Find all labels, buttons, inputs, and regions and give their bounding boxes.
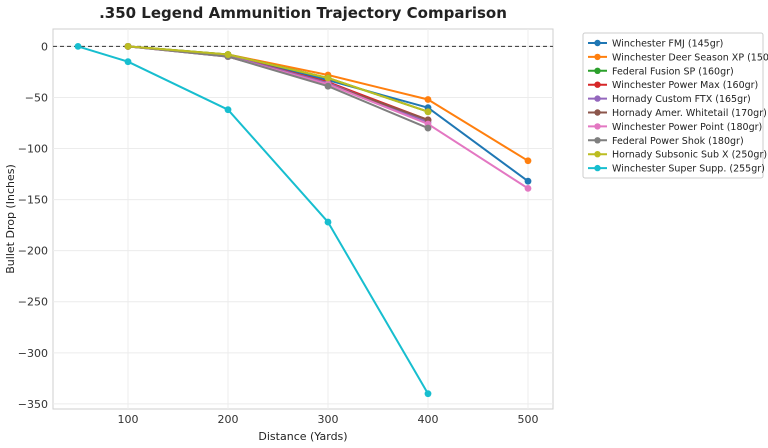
legend-label: Winchester FMJ (145gr)	[612, 39, 723, 50]
legend-item: Federal Fusion SP (160gr)	[588, 66, 734, 77]
x-tick-label: 500	[518, 413, 539, 426]
legend-marker	[594, 123, 601, 130]
data-point	[224, 106, 232, 114]
series-line	[127, 45, 429, 130]
data-point	[224, 51, 232, 58]
y-axis-label: Bullet Drop (Inches)	[4, 164, 17, 273]
legend-item: Federal Power Shok (180gr)	[588, 136, 744, 147]
legend-label: Winchester Power Max (160gr)	[612, 80, 758, 91]
x-tick-label: 400	[418, 413, 439, 426]
axes: 100 200 300 400 500 0 −50 −100 −150 −200 −250 −300 −…	[18, 40, 539, 426]
legend-item: Winchester Power Point (180gr)	[588, 122, 762, 133]
legend-item: Winchester Deer Season XP (150gr)	[588, 52, 768, 63]
legend-label: Hornady Subsonic Sub X (250gr)	[612, 150, 767, 161]
legend-marker	[594, 53, 601, 61]
legend-label: Hornady Amer. Whitetail (170gr)	[612, 108, 767, 119]
legend-marker	[594, 109, 601, 116]
series-9	[124, 42, 432, 116]
legend: Winchester FMJ (145gr) Winchester Deer Se…	[582, 32, 768, 179]
legend-item: Winchester FMJ (145gr)	[588, 39, 723, 50]
legend-label: Federal Fusion SP (160gr)	[612, 66, 734, 77]
x-tick-label: 200	[218, 413, 239, 426]
data-point	[424, 96, 432, 103]
legend-marker	[594, 81, 601, 88]
data-point	[124, 42, 132, 50]
data-point	[424, 124, 432, 132]
x-axis-label: Distance (Yards)	[258, 430, 347, 443]
x-tick-label: 300	[318, 413, 339, 426]
grid	[53, 29, 553, 409]
data-point	[524, 177, 532, 185]
legend-marker	[594, 137, 601, 144]
legend-label: Hornady Custom FTX (165gr)	[612, 94, 751, 105]
legend-item: Winchester Super Supp. (255gr)	[588, 164, 765, 175]
legend-item: Winchester Power Max (160gr)	[588, 80, 758, 91]
series-line	[127, 45, 429, 113]
legend-label: Winchester Deer Season XP (150gr)	[612, 52, 768, 63]
legend-marker	[594, 164, 601, 172]
legend-label: Winchester Super Supp. (255gr)	[612, 164, 765, 175]
chart-title: .350 Legend Ammunition Trajectory Compar…	[99, 4, 507, 22]
legend-label: Federal Power Shok (180gr)	[612, 136, 744, 147]
y-tick-label: −250	[18, 296, 48, 309]
legend-item: Hornady Custom FTX (165gr)	[588, 94, 751, 105]
legend-marker	[594, 151, 601, 158]
y-tick-label: −350	[18, 398, 48, 411]
series-group	[74, 42, 532, 398]
data-point	[74, 42, 82, 50]
legend-marker	[594, 39, 601, 47]
y-tick-label: −150	[18, 194, 48, 207]
legend-box	[582, 32, 764, 179]
legend-marker	[594, 95, 601, 102]
y-tick-label: −200	[18, 245, 48, 258]
data-point	[324, 218, 332, 226]
data-point	[424, 390, 432, 398]
data-point	[524, 184, 532, 192]
plot-area	[52, 28, 554, 410]
y-tick-label: −50	[25, 91, 48, 104]
data-point	[324, 82, 332, 90]
data-point	[424, 108, 432, 116]
series-10	[74, 42, 432, 398]
legend-item: Hornady Amer. Whitetail (170gr)	[588, 108, 767, 119]
y-tick-label: 0	[41, 40, 48, 53]
data-point	[324, 74, 332, 82]
data-point	[124, 58, 132, 66]
legend-marker	[594, 67, 601, 75]
data-point	[524, 157, 532, 165]
x-tick-label: 100	[118, 413, 139, 426]
legend-item: Hornady Subsonic Sub X (250gr)	[588, 150, 767, 161]
y-tick-label: −100	[18, 143, 48, 156]
legend-label: Winchester Power Point (180gr)	[612, 122, 762, 133]
y-tick-label: −300	[18, 347, 48, 360]
